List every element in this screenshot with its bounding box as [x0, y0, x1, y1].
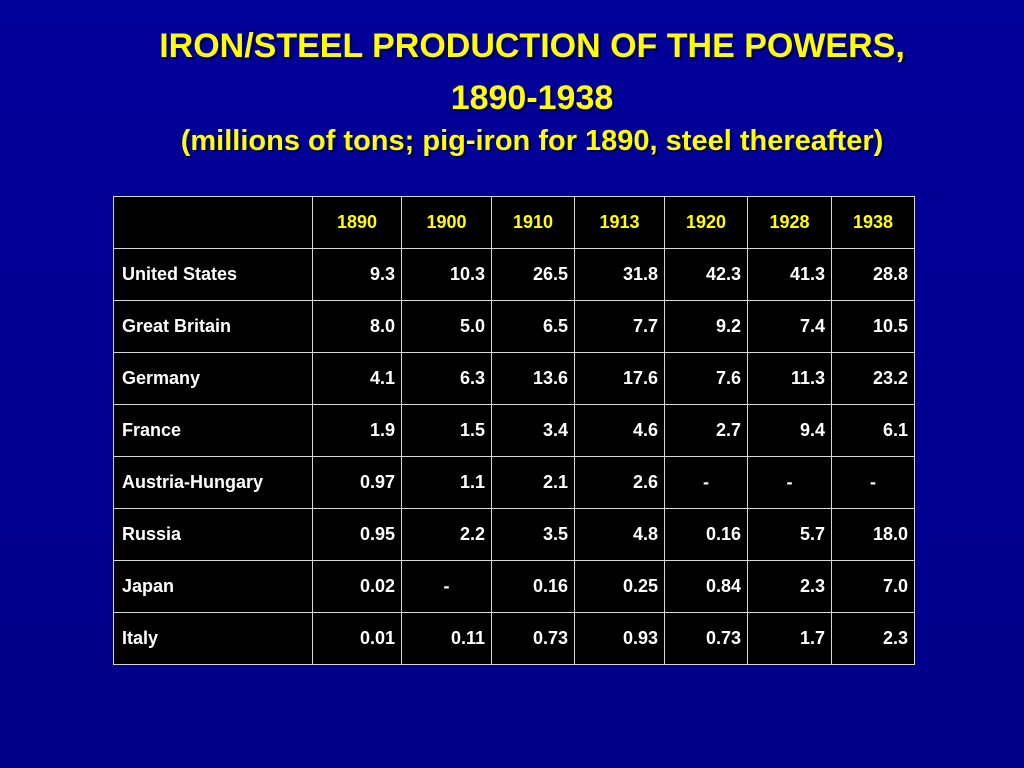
table-row: Germany 4.1 6.3 13.6 17.6 7.6 11.3 23.2	[113, 352, 915, 405]
production-value-cell: 7.7	[574, 300, 665, 353]
production-value-cell: 9.2	[664, 300, 748, 353]
table-row: Great Britain 8.0 5.0 6.5 7.7 9.2 7.4 10.5	[113, 300, 915, 353]
production-value-cell: 41.3	[747, 248, 832, 301]
country-name-cell: Austria-Hungary	[113, 456, 313, 509]
table-row: France 1.9 1.5 3.4 4.6 2.7 9.4 6.1	[113, 404, 915, 457]
production-value-cell: 13.6	[491, 352, 575, 405]
production-value-cell: 2.1	[491, 456, 575, 509]
header-cell-year: 1928	[747, 196, 832, 249]
production-value-cell: 4.6	[574, 404, 665, 457]
production-value-cell: 5.7	[747, 508, 832, 561]
production-value-cell: 2.6	[574, 456, 665, 509]
table-row: Russia 0.95 2.2 3.5 4.8 0.16 5.7 18.0	[113, 508, 915, 561]
production-value-cell: 18.0	[831, 508, 915, 561]
country-name-cell: Russia	[113, 508, 313, 561]
production-value-cell: 6.3	[401, 352, 492, 405]
production-value-cell: 17.6	[574, 352, 665, 405]
production-value-cell: 0.93	[574, 612, 665, 665]
production-value-cell: 6.1	[831, 404, 915, 457]
header-cell-country	[113, 196, 313, 249]
production-value-cell: 10.5	[831, 300, 915, 353]
header-cell-year: 1910	[491, 196, 575, 249]
slide-title-line-2: 1890-1938	[450, 79, 614, 117]
production-value-cell: 2.2	[401, 508, 492, 561]
table-row: Italy 0.01 0.11 0.73 0.93 0.73 1.7 2.3	[113, 612, 915, 665]
production-value-cell: 4.8	[574, 508, 665, 561]
production-value-cell: 7.6	[664, 352, 748, 405]
table-header-row: 1890 1900 1910 1913 1920 1928 1938	[113, 196, 915, 249]
header-cell-year: 1938	[831, 196, 915, 249]
production-value-cell: 6.5	[491, 300, 575, 353]
country-name-cell: United States	[113, 248, 313, 301]
country-name-cell: Italy	[113, 612, 313, 665]
table-body: United States 9.3 10.3 26.5 31.8 42.3 41.3 28.8…	[113, 248, 915, 665]
country-name-cell: France	[113, 404, 313, 457]
country-name-cell: Japan	[113, 560, 313, 613]
production-table: 1890 1900 1910 1913 1920 1928 1938 Unite…	[113, 196, 915, 665]
production-value-cell: 8.0	[312, 300, 402, 353]
production-value-cell: 0.25	[574, 560, 665, 613]
production-value-cell: 0.02	[312, 560, 402, 613]
production-value-cell: 0.97	[312, 456, 402, 509]
production-value-cell: 26.5	[491, 248, 575, 301]
production-value-cell: 42.3	[664, 248, 748, 301]
production-value-cell: 1.7	[747, 612, 832, 665]
production-value-cell: 3.5	[491, 508, 575, 561]
production-value-cell: 1.5	[401, 404, 492, 457]
production-value-cell: 0.95	[312, 508, 402, 561]
production-value-cell: -	[831, 456, 915, 509]
table-row: Austria-Hungary 0.97 1.1 2.1 2.6- - -	[113, 456, 915, 509]
production-value-cell: 0.73	[491, 612, 575, 665]
production-value-cell: 9.3	[312, 248, 402, 301]
production-value-cell: 31.8	[574, 248, 665, 301]
production-value-cell: -	[747, 456, 832, 509]
header-cell-year: 1920	[664, 196, 748, 249]
production-value-cell: 0.11	[401, 612, 492, 665]
production-value-cell: 0.16	[664, 508, 748, 561]
production-value-cell: 0.01	[312, 612, 402, 665]
table-row: United States 9.3 10.3 26.5 31.8 42.3 41.3 28.8	[113, 248, 915, 301]
production-value-cell: 1.1	[401, 456, 492, 509]
slide-subtitle: (millions of tons; pig-iron for 1890, st…	[180, 125, 884, 157]
header-cell-year: 1890	[312, 196, 402, 249]
production-value-cell: 7.0	[831, 560, 915, 613]
production-value-cell: 2.3	[831, 612, 915, 665]
production-value-cell: 0.84	[664, 560, 748, 613]
production-value-cell: 9.4	[747, 404, 832, 457]
header-cell-year: 1913	[574, 196, 665, 249]
production-value-cell: 0.73	[664, 612, 748, 665]
production-value-cell: 11.3	[747, 352, 832, 405]
slide-title-line-1: IRON/STEEL PRODUCTION OF THE POWERS,	[159, 27, 905, 65]
production-value-cell: 1.9	[312, 404, 402, 457]
production-value-cell: 2.7	[664, 404, 748, 457]
production-value-cell: -	[664, 456, 748, 509]
production-value-cell: 2.3	[747, 560, 832, 613]
production-value-cell: 28.8	[831, 248, 915, 301]
production-value-cell: -	[401, 560, 492, 613]
production-value-cell: 4.1	[312, 352, 402, 405]
production-value-cell: 23.2	[831, 352, 915, 405]
production-value-cell: 3.4	[491, 404, 575, 457]
header-cell-year: 1900	[401, 196, 492, 249]
production-value-cell: 10.3	[401, 248, 492, 301]
country-name-cell: Germany	[113, 352, 313, 405]
production-value-cell: 5.0	[401, 300, 492, 353]
production-value-cell: 7.4	[747, 300, 832, 353]
country-name-cell: Great Britain	[113, 300, 313, 353]
production-value-cell: 0.16	[491, 560, 575, 613]
table-row: Japan 0.02-0.16 0.25 0.84 2.3 7.0	[113, 560, 915, 613]
